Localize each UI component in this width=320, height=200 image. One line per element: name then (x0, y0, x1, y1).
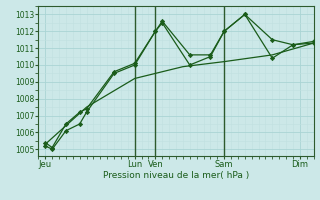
X-axis label: Pression niveau de la mer( hPa ): Pression niveau de la mer( hPa ) (103, 171, 249, 180)
